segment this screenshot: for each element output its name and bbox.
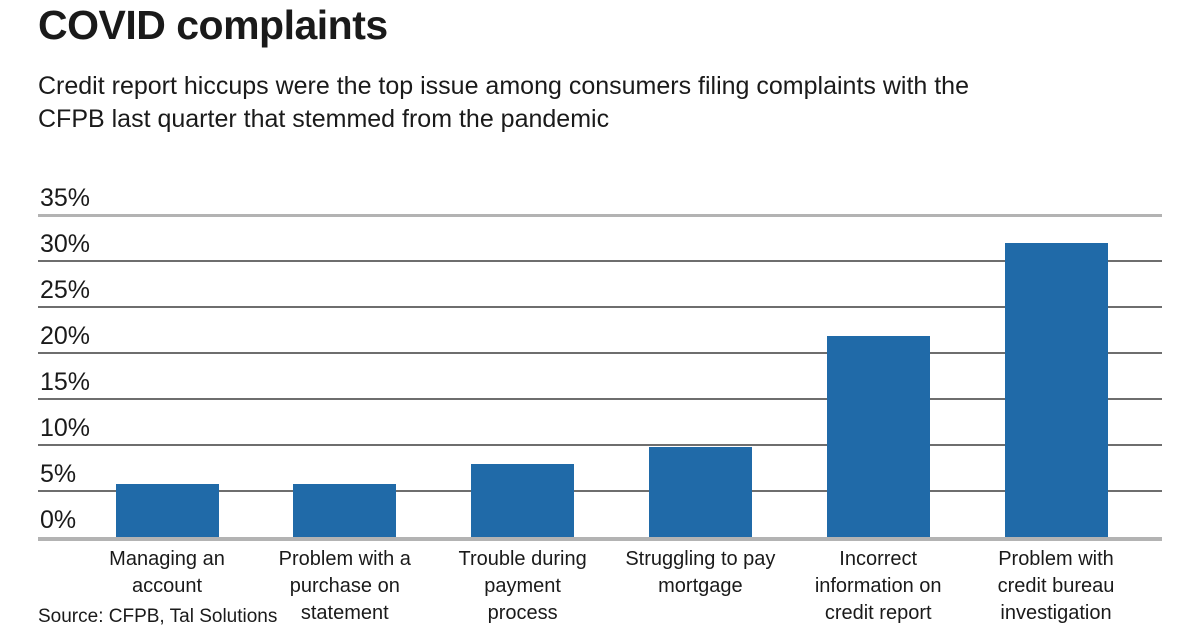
y-tick-label: 20% <box>40 322 91 350</box>
gridline <box>38 352 1162 354</box>
gridline <box>38 306 1162 308</box>
bar <box>1004 242 1108 537</box>
gridline <box>38 490 1162 492</box>
y-tick-label: 30% <box>40 230 91 258</box>
category-label: Struggling to pay mortgage <box>625 548 776 597</box>
gridline <box>38 214 1162 217</box>
gridline <box>38 398 1162 400</box>
y-tick-label: 15% <box>40 368 91 396</box>
category-label: Problem with a purchase on statement <box>278 548 411 624</box>
bar <box>115 483 219 537</box>
y-tick-label: 0% <box>40 506 77 534</box>
y-tick-label: 5% <box>40 460 77 488</box>
bar <box>471 464 575 537</box>
category-label: Incorrect information on credit report <box>814 548 942 624</box>
chart-subtitle: Credit report hiccups were the top issue… <box>38 72 969 133</box>
gridline <box>38 444 1162 446</box>
bar <box>648 446 752 537</box>
category-label: Problem with credit bureau investigation <box>997 548 1115 624</box>
category-label: Managing an account <box>109 548 225 597</box>
y-tick-label: 35% <box>40 184 91 212</box>
y-tick-label: 25% <box>40 276 91 304</box>
baseline-gridline <box>38 537 1162 541</box>
source-note: Source: CFPB, Tal Solutions <box>38 606 278 627</box>
y-tick-label: 10% <box>40 414 91 442</box>
bar <box>293 483 397 537</box>
category-label: Trouble during payment process <box>458 548 587 624</box>
chart-title: COVID complaints <box>38 2 388 48</box>
gridline <box>38 260 1162 262</box>
bar <box>826 335 930 537</box>
